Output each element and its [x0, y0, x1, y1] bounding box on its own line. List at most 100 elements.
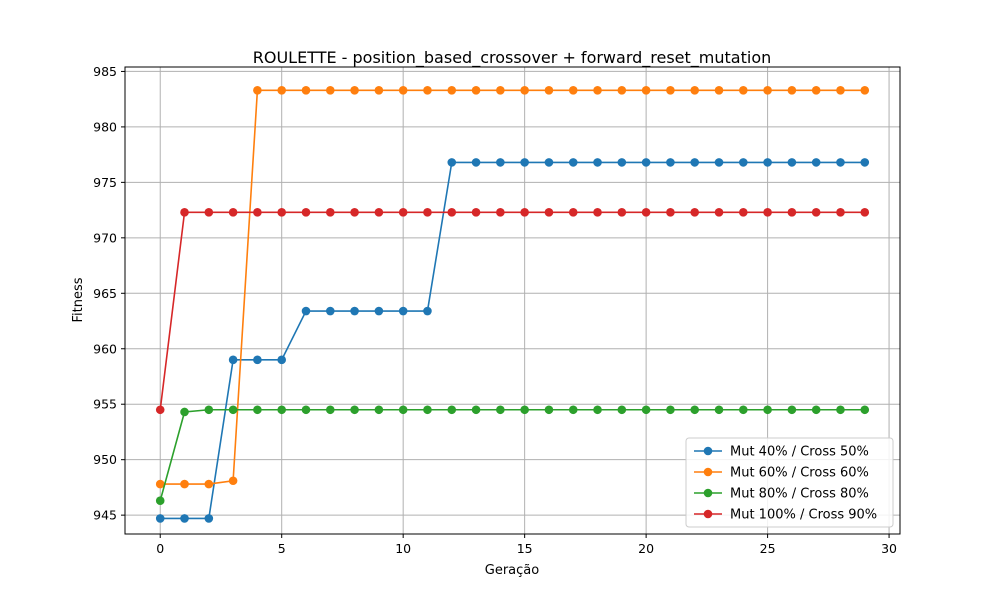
data-point: [811, 158, 821, 167]
data-point: [301, 208, 311, 217]
data-point: [350, 306, 359, 316]
chart-title: ROULETTE - position_based_crossover + fo…: [253, 48, 772, 68]
data-point: [325, 208, 335, 217]
data-point: [374, 208, 384, 217]
data-point: [738, 158, 748, 167]
data-point: [763, 85, 772, 95]
y-axis-label: Fitness: [71, 277, 86, 322]
data-point: [617, 208, 627, 217]
data-point: [471, 158, 481, 167]
data-point: [423, 208, 432, 217]
data-point: [253, 405, 262, 415]
data-point: [617, 85, 627, 95]
data-point: [423, 306, 432, 316]
y-tick-label: 970: [93, 230, 117, 245]
data-point: [714, 405, 724, 415]
data-point: [593, 405, 602, 415]
x-tick-label: 5: [278, 541, 286, 556]
data-point: [520, 405, 529, 415]
data-point: [496, 208, 505, 217]
data-point: [204, 479, 214, 489]
data-point: [471, 85, 481, 95]
data-point: [204, 514, 214, 523]
data-point: [180, 514, 189, 523]
data-point: [253, 208, 262, 217]
data-point: [471, 208, 481, 217]
data-point: [204, 208, 214, 217]
data-point: [787, 208, 797, 217]
data-point: [836, 208, 845, 217]
data-point: [204, 405, 214, 415]
data-point: [860, 158, 870, 167]
data-point: [325, 306, 335, 316]
data-point: [277, 405, 287, 415]
y-tick-label: 965: [93, 286, 117, 301]
data-point: [155, 479, 165, 489]
data-point: [228, 405, 238, 415]
data-point: [447, 405, 457, 415]
data-point: [763, 208, 772, 217]
y-tick-label: 975: [93, 175, 117, 190]
data-point: [253, 85, 262, 95]
data-point: [860, 405, 870, 415]
data-point: [617, 158, 627, 167]
data-point: [228, 476, 238, 486]
data-point: [666, 208, 675, 217]
data-point: [374, 85, 384, 95]
y-tick-label: 950: [93, 452, 117, 467]
data-point: [860, 85, 870, 95]
data-point: [350, 85, 359, 95]
data-point: [496, 405, 505, 415]
data-point: [690, 208, 700, 217]
data-point: [787, 85, 797, 95]
data-point: [277, 355, 287, 365]
data-point: [253, 355, 262, 365]
data-point: [666, 405, 675, 415]
y-tick-label: 955: [93, 397, 117, 412]
data-point: [641, 158, 651, 167]
legend-item: Mut 40% / Cross 50%: [694, 445, 869, 460]
data-point: [447, 208, 457, 217]
data-point: [471, 405, 481, 415]
data-point: [738, 85, 748, 95]
x-tick-label: 10: [395, 541, 411, 556]
legend-label: Mut 60% / Cross 60%: [730, 466, 869, 481]
data-point: [617, 405, 627, 415]
data-point: [398, 85, 408, 95]
data-point: [398, 306, 408, 316]
data-point: [641, 405, 651, 415]
grid-lines: [125, 67, 900, 534]
data-point: [544, 85, 554, 95]
series-4: [155, 208, 870, 415]
x-tick-label: 30: [881, 541, 897, 556]
data-point: [690, 85, 700, 95]
data-point: [763, 158, 772, 167]
data-point: [544, 405, 554, 415]
data-point: [641, 85, 651, 95]
legend-swatch-marker: [703, 446, 713, 456]
data-point: [593, 208, 602, 217]
plot-frame: [124, 66, 901, 535]
data-point: [447, 85, 457, 95]
data-point: [714, 85, 724, 95]
data-point: [301, 405, 311, 415]
data-point: [568, 405, 578, 415]
data-point: [544, 208, 554, 217]
legend-label: Mut 40% / Cross 50%: [730, 445, 869, 460]
data-point: [860, 208, 870, 217]
data-point: [180, 407, 189, 417]
data-point: [714, 158, 724, 167]
data-point: [277, 208, 287, 217]
series-line: [160, 89, 865, 485]
data-point: [738, 208, 748, 217]
axis-ticks: 0 5 10 15 20 25 30 945 950 955 960 965 970 975 980 985: [93, 64, 897, 556]
data-point: [568, 158, 578, 167]
x-tick-label: 0: [156, 541, 164, 556]
legend-swatch-marker: [703, 467, 713, 477]
data-point: [787, 405, 797, 415]
data-point: [350, 208, 359, 217]
data-point: [155, 496, 165, 506]
legend-item: Mut 60% / Cross 60%: [694, 466, 869, 481]
data-point: [568, 208, 578, 217]
data-point: [666, 85, 675, 95]
